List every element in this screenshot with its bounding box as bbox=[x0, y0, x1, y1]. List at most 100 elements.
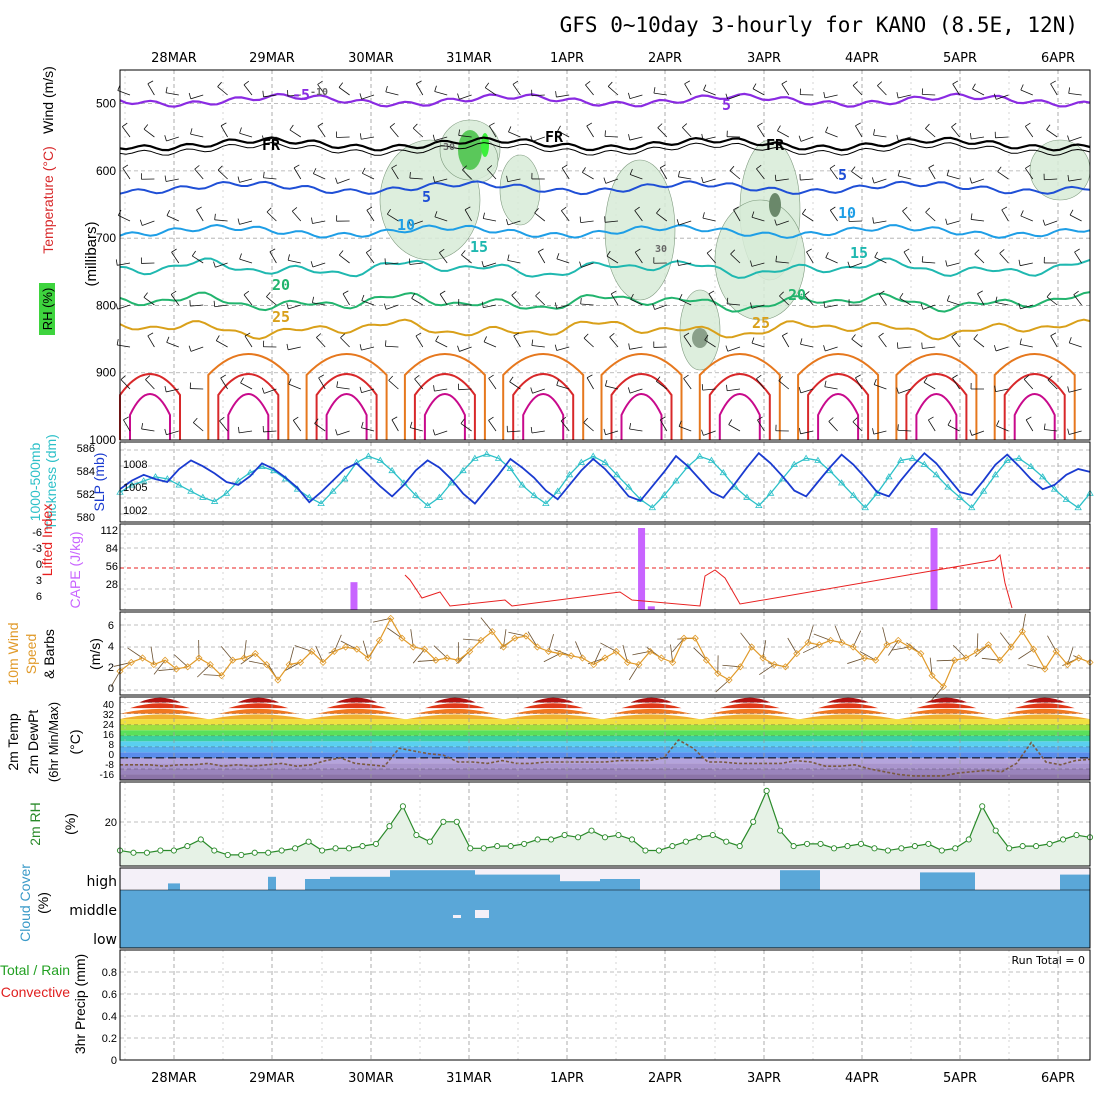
wind-barb bbox=[729, 170, 741, 180]
wind-barb-flag bbox=[798, 427, 801, 434]
wind-barb bbox=[629, 94, 643, 100]
wind-barb bbox=[855, 125, 863, 138]
wind-barb bbox=[947, 424, 960, 432]
temp-hot-band bbox=[335, 697, 378, 703]
wind10-barb bbox=[113, 662, 132, 667]
wind-barb-flag bbox=[733, 206, 739, 211]
wind-barb bbox=[706, 252, 716, 264]
wind-barb bbox=[434, 91, 448, 96]
rh2m-marker bbox=[292, 845, 299, 852]
temp-tick: 24 bbox=[103, 720, 115, 731]
wind-barb-flag bbox=[993, 345, 997, 352]
rh2m-marker bbox=[372, 840, 380, 847]
wind-barb-flag bbox=[1025, 416, 1032, 421]
wind-barb-flag bbox=[359, 133, 362, 140]
wind10-barb bbox=[1047, 635, 1057, 652]
wind10-marker bbox=[590, 661, 598, 669]
temp-hot-band bbox=[719, 703, 780, 709]
wind-barb bbox=[634, 210, 643, 222]
rh2m-marker bbox=[197, 836, 204, 843]
wind-barb bbox=[974, 253, 985, 264]
wind-barb-flag bbox=[464, 206, 471, 211]
wind-barb-flag bbox=[481, 301, 484, 308]
thickness-marker bbox=[897, 456, 905, 463]
wind-barb bbox=[361, 136, 375, 140]
mid-cloud-gap bbox=[475, 910, 489, 918]
wind-barb bbox=[316, 337, 326, 348]
wind10-marker bbox=[691, 634, 699, 642]
wind-barb-flag bbox=[191, 250, 196, 257]
wind-barb-flag bbox=[188, 345, 192, 352]
bl-isotherm bbox=[325, 393, 368, 440]
wind-barb-flag bbox=[851, 166, 856, 172]
wind-barb-flag bbox=[560, 416, 567, 422]
wind-barb-flag bbox=[115, 303, 119, 310]
wind-barb-flag bbox=[1069, 209, 1074, 216]
temp-band bbox=[120, 774, 1090, 780]
wind-barb bbox=[143, 128, 155, 138]
wind-frame bbox=[119, 611, 1091, 696]
wind10-barb bbox=[480, 617, 493, 632]
cape-bar bbox=[638, 528, 646, 610]
wind-barb-flag bbox=[878, 332, 884, 337]
rh-shade-high bbox=[692, 328, 708, 348]
wind10-marker bbox=[330, 647, 338, 655]
wind-barb-flag bbox=[677, 170, 680, 177]
wind10-marker bbox=[1086, 658, 1094, 666]
wind-barb bbox=[507, 178, 521, 183]
wind-barb-flag bbox=[237, 218, 240, 225]
rh2m-marker bbox=[925, 840, 932, 847]
wind-barb bbox=[535, 295, 546, 306]
wind10-barb bbox=[859, 651, 876, 661]
thickness-marker bbox=[719, 468, 727, 476]
wind10-marker bbox=[387, 614, 395, 622]
wind-barb bbox=[366, 209, 375, 222]
top-date-axis: 28MAR 29MAR 30MAR 31MAR 1APR 2APR 3APR 4APR 5APR… bbox=[151, 51, 1075, 66]
wind-barb bbox=[561, 167, 570, 180]
wind10-marker bbox=[827, 636, 835, 644]
wind-barb-flag bbox=[289, 124, 294, 131]
rh2m-marker bbox=[628, 836, 635, 843]
wind10-marker bbox=[905, 643, 914, 651]
wind-barb-flag bbox=[1067, 175, 1070, 182]
rh-shade bbox=[714, 199, 806, 321]
wind-barb-flag bbox=[432, 134, 436, 141]
wind-barb bbox=[483, 304, 497, 309]
bl-isotherm bbox=[895, 353, 978, 440]
wind-barb bbox=[361, 94, 375, 100]
wind10-marker bbox=[838, 639, 846, 647]
wind-barb-flag bbox=[701, 176, 704, 183]
wind-barb-flag bbox=[951, 332, 957, 337]
wind-barb-flag bbox=[946, 295, 950, 301]
wind-barb-flag bbox=[706, 249, 713, 254]
wind-barb-flag bbox=[1023, 375, 1029, 380]
rh2m-marker bbox=[480, 845, 487, 852]
wind-barb bbox=[509, 381, 521, 390]
temp-hot-band bbox=[326, 703, 387, 709]
wind-barb bbox=[898, 388, 911, 394]
bl-isotherm bbox=[1003, 373, 1066, 440]
wind10-marker bbox=[928, 672, 936, 680]
wind-barb bbox=[190, 304, 204, 307]
wind-barb-flag bbox=[993, 93, 997, 100]
wind-barb bbox=[629, 346, 643, 350]
wind-barb-flag bbox=[750, 302, 753, 309]
thickness-marker bbox=[802, 454, 810, 461]
wind-barb bbox=[166, 215, 179, 222]
wind-barb-flag bbox=[310, 261, 314, 268]
rh2m-marker bbox=[992, 827, 999, 834]
wind-barb-flag bbox=[434, 85, 437, 92]
date-label-bottom: 1APR bbox=[550, 1071, 584, 1086]
thickness-marker bbox=[175, 481, 183, 488]
wind-barb-flag bbox=[194, 165, 200, 170]
wind-barb-flag bbox=[213, 261, 216, 268]
wind-barb bbox=[659, 419, 668, 432]
wind-barb bbox=[412, 127, 424, 138]
wind10-marker bbox=[612, 647, 620, 655]
thickness-marker bbox=[944, 483, 952, 490]
high-cloud-bar bbox=[1060, 874, 1090, 890]
wind-barb-flag bbox=[994, 385, 997, 392]
wind-barb-flag bbox=[269, 248, 276, 253]
wind10-barb bbox=[952, 644, 967, 659]
wind-barb-flag bbox=[852, 417, 858, 423]
